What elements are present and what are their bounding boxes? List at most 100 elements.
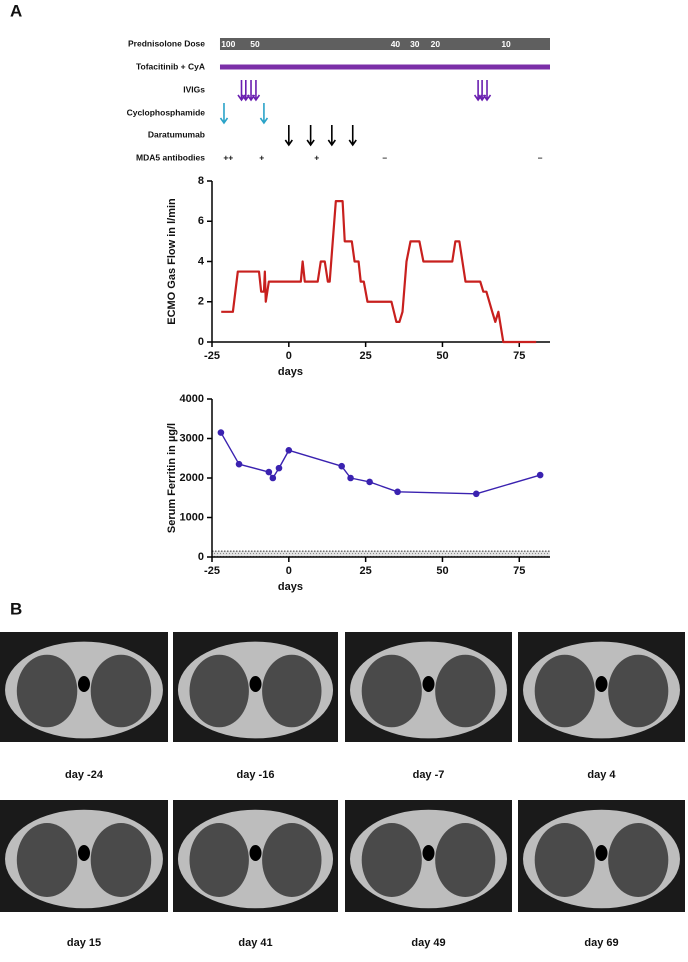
y-tick-label: 8 (198, 175, 204, 187)
dose-label: 50 (250, 39, 260, 49)
arrow (219, 103, 229, 125)
antibody-mark: – (538, 152, 543, 162)
ct-lung (435, 654, 496, 728)
arrow (482, 80, 492, 102)
ct-lung (361, 654, 422, 728)
ct-lung (189, 823, 249, 897)
arrow (259, 103, 269, 125)
dose-label: 100 (221, 39, 235, 49)
ct-trachea (249, 845, 262, 861)
y-tick-label: 6 (198, 215, 204, 227)
arrow (348, 125, 357, 147)
row-label: Tofacitinib + CyA (136, 61, 205, 71)
data-line (220, 432, 541, 495)
treatment-bar (219, 38, 551, 50)
data-point (265, 468, 273, 476)
data-point (285, 447, 293, 454)
dose-label: 20 (431, 39, 441, 49)
ct-lung (608, 654, 669, 728)
arrow (327, 125, 336, 147)
y-tick-label: 0 (198, 551, 204, 563)
ct-trachea (78, 676, 90, 692)
antibody-mark: – (382, 152, 387, 162)
ct-lung (16, 654, 78, 728)
row-label: Prednisolone Dose (128, 38, 205, 48)
y-tick-label: 0 (198, 336, 204, 348)
antibody-mark: ++ (223, 152, 233, 162)
reference-band (212, 551, 550, 557)
ct-trachea (78, 845, 90, 861)
data-point (269, 474, 277, 482)
data-point (338, 462, 345, 470)
ct-caption: day -7 (413, 769, 445, 781)
x-tick-label: -25 (204, 565, 220, 577)
arrow (284, 125, 293, 147)
ct-trachea (422, 845, 435, 861)
ct-trachea (595, 845, 608, 861)
ct-lung (262, 654, 322, 728)
ct-lung (361, 823, 422, 897)
row-label: IVIGs (183, 84, 205, 94)
x-tick-label: 0 (286, 350, 292, 362)
ct-lung (435, 823, 496, 897)
x-tick-label: 75 (513, 565, 525, 577)
ct-lung (90, 654, 152, 728)
row-label: Cyclophosphamide (127, 107, 206, 117)
antibody-mark: + (314, 152, 319, 162)
ct-caption: day 4 (587, 769, 616, 781)
arrow (251, 80, 261, 102)
y-axis-title: Serum Ferritin in µg/l (166, 423, 178, 533)
data-point (275, 464, 283, 472)
dose-label: 40 (391, 39, 401, 49)
row-label: Daratumumab (148, 129, 205, 139)
y-tick-label: 4000 (180, 393, 204, 405)
ct-lung (608, 823, 669, 897)
ct-trachea (422, 676, 435, 692)
y-tick-label: 1000 (180, 511, 204, 523)
panel-label: A (10, 1, 22, 20)
ct-caption: day 15 (67, 937, 101, 949)
ct-caption: day 41 (238, 937, 272, 949)
ct-caption: day -24 (65, 769, 104, 781)
antibody-mark: + (259, 152, 264, 162)
x-tick-label: -25 (204, 350, 220, 362)
ct-lung (262, 823, 322, 897)
data-point (472, 490, 480, 498)
dose-label: 10 (501, 39, 511, 49)
panel-label: B (10, 599, 22, 618)
y-axis-title: ECMO Gas Flow in l/min (166, 198, 178, 325)
y-tick-label: 4 (198, 255, 205, 267)
ct-lung (534, 823, 595, 897)
x-axis-title: days (278, 581, 303, 593)
ct-caption: day 49 (411, 937, 445, 949)
x-tick-label: 0 (286, 565, 292, 577)
data-point (394, 488, 401, 496)
y-tick-label: 2000 (180, 472, 204, 484)
data-point (536, 471, 544, 479)
ct-caption: day -16 (237, 769, 275, 781)
arrow (306, 125, 315, 147)
x-tick-label: 50 (436, 350, 448, 362)
y-tick-label: 3000 (180, 432, 204, 444)
ct-lung (189, 654, 249, 728)
ct-caption: day 69 (584, 937, 618, 949)
data-point (217, 429, 225, 436)
y-tick-label: 2 (198, 296, 204, 308)
ct-lung (534, 654, 595, 728)
treatment-bar (219, 64, 551, 70)
ct-trachea (595, 676, 608, 692)
x-tick-label: 25 (360, 350, 372, 362)
x-tick-label: 75 (513, 350, 525, 362)
data-line (221, 200, 537, 344)
dose-label: 30 (410, 39, 420, 49)
data-point (347, 474, 354, 482)
ct-trachea (249, 676, 262, 692)
ct-lung (16, 823, 78, 897)
data-point (366, 478, 373, 486)
row-label: MDA5 antibodies (136, 152, 205, 162)
x-tick-label: 25 (360, 565, 372, 577)
x-axis-title: days (278, 366, 303, 378)
ct-lung (90, 823, 152, 897)
data-point (235, 460, 243, 468)
